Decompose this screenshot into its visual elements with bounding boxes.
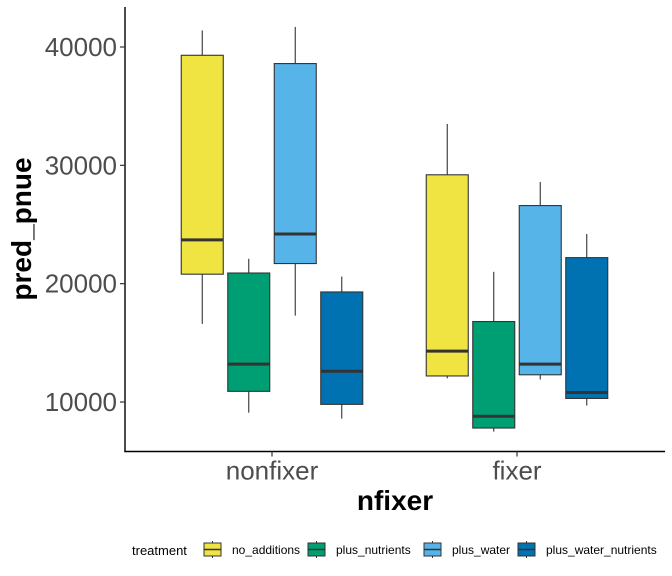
legend: treatment no_additions plus_nutrients plus… [132, 541, 657, 558]
y-tick-label: 10000 [45, 387, 117, 417]
y-tick-label: 20000 [45, 269, 117, 299]
box-iqr [320, 291, 364, 405]
legend-title: treatment [132, 543, 187, 558]
box-plus_water_nutrients-nonfixer [320, 276, 364, 419]
legend-label: plus_water_nutrients [546, 543, 657, 557]
legend-label: no_additions [232, 543, 300, 557]
box-plus_water_nutrients-fixer [565, 233, 609, 406]
box-plus_water-nonfixer [273, 26, 317, 316]
box-iqr [472, 320, 516, 429]
legend-item-plus_nutrients: plus_nutrients [307, 541, 411, 558]
x-tick-label: fixer [492, 456, 541, 486]
x-axis-ticks: nonfixer fixer [226, 451, 542, 486]
box-iqr [273, 63, 317, 265]
box-plus_water-fixer [518, 181, 562, 380]
legend-label: plus_water [452, 543, 510, 557]
y-tick-label: 30000 [45, 150, 117, 180]
y-axis-ticks: 10000 20000 30000 40000 [45, 32, 125, 417]
box-iqr [565, 257, 609, 399]
box-iqr [180, 54, 224, 275]
box-plus_nutrients-nonfixer [227, 258, 271, 413]
legend-label: plus_nutrients [336, 543, 411, 557]
legend-item-plus_water: plus_water [423, 541, 510, 558]
box-iqr [227, 272, 271, 392]
box-iqr [425, 174, 469, 377]
legend-item-no_additions: no_additions [203, 541, 300, 558]
box-plus_nutrients-fixer [472, 271, 516, 432]
plot-marks [180, 26, 609, 432]
box-no_additions-nonfixer [180, 30, 224, 324]
x-tick-label: nonfixer [226, 456, 319, 486]
x-axis-title: nfixer [357, 485, 433, 516]
box-iqr [518, 205, 562, 376]
y-tick-label: 40000 [45, 32, 117, 62]
y-axis-title: pred_pnue [6, 157, 37, 300]
box-no_additions-fixer [425, 123, 469, 379]
legend-item-plus_water_nutrients: plus_water_nutrients [517, 541, 657, 558]
